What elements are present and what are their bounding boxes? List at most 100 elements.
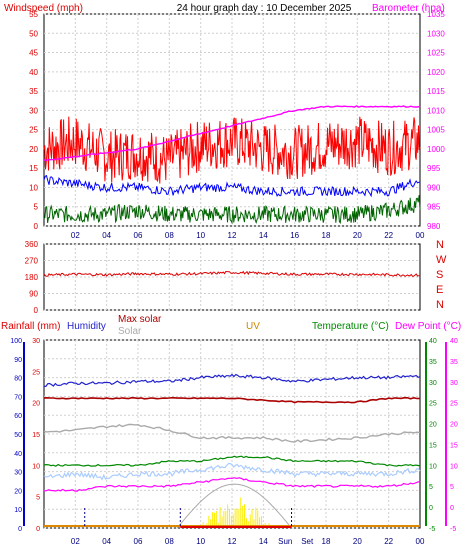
direction-tick-label: 0 (34, 306, 39, 315)
windspeed-tick-label: 10 (29, 183, 38, 192)
hour-label-top: 02 (71, 231, 80, 240)
barometer-line (43, 105, 421, 162)
hour-axis-bottom: 02 04 06 08 10 12 14 Sun Set 18 20 22 00 (71, 537, 425, 546)
compass-label: N (436, 239, 444, 251)
hour-label-bottom: 14 (259, 537, 268, 546)
direction-tick-label: 360 (25, 240, 39, 249)
barometer-tick-label: 990 (427, 183, 441, 192)
temperature-tick-label: 20 (429, 422, 437, 429)
windspeed-tick-label: 45 (29, 49, 38, 58)
direction-series-group (43, 270, 421, 277)
windspeed-tick-label: 25 (29, 126, 38, 135)
windspeed-axis-ticks: 0 5 10 15 20 25 30 35 40 45 50 55 (29, 10, 38, 231)
hour-label-bottom: 18 (322, 537, 331, 546)
hour-label-bottom: 06 (134, 537, 143, 546)
windspeed-tick-label: 15 (29, 164, 38, 173)
windspeed-tick-label: 35 (29, 87, 38, 96)
dewpoint-tick-label: 0 (450, 505, 454, 512)
dewpoint-tick-label: 30 (450, 380, 458, 387)
direction-tick-label: 270 (25, 257, 39, 266)
dewpoint-tick-label: 15 (450, 442, 458, 449)
direction-tick-label: 180 (25, 273, 39, 282)
hour-label-top: 06 (134, 231, 143, 240)
max-solar-line (43, 396, 421, 404)
humidity-tick-label: 10 (14, 507, 22, 514)
weather-grid (44, 339, 420, 529)
barometer-tick-label: 995 (427, 164, 441, 173)
temperature-axis-ticks: -5 0 5 10 15 20 25 30 35 40 (429, 338, 437, 533)
hour-label-bottom: 00 (416, 537, 425, 546)
direction-grid (44, 243, 420, 311)
legend-uv: UV (246, 321, 260, 332)
hour-label-bottom: 08 (165, 537, 174, 546)
barometer-tick-label: 980 (427, 222, 441, 231)
windspeed-tick-label: 0 (34, 222, 39, 231)
temperature-tick-label: 40 (429, 338, 437, 345)
barometer-tick-label: 1000 (427, 145, 445, 154)
windspeed-title: Windspeed (mph) (4, 3, 83, 14)
humidity-line (43, 373, 421, 388)
windspeed-tick-label: 40 (29, 68, 38, 77)
legend-temperature: Temperature (°C) (312, 321, 389, 332)
dewpoint-tick-label: 20 (450, 422, 458, 429)
humidity-axis-ticks: 0 10 20 30 40 50 60 70 80 90 100 (10, 338, 22, 533)
rain-axis-ticks: 0 5 10 15 20 25 30 (32, 338, 40, 533)
dewpoint-tick-label: 10 (450, 463, 458, 470)
wind-direction-line (43, 270, 421, 277)
humidity-tick-label: 70 (14, 394, 22, 401)
barometer-axis-ticks: 980 985 990 995 1000 1005 1010 1015 1020 1025 1030… (427, 10, 445, 231)
direction-tick-label: 90 (29, 290, 38, 299)
temperature-tick-label: 10 (429, 463, 437, 470)
legend-dew-point: Dew Point (°C) (395, 321, 461, 332)
windspeed-tick-label: 50 (29, 29, 38, 38)
direction-axis-ticks: 0 90 180 270 360 (25, 240, 39, 315)
temperature-tick-label: 15 (429, 442, 437, 449)
rain-tick-label: 0 (36, 526, 40, 533)
weather-series-group (43, 373, 421, 529)
dew-point-line (43, 477, 421, 492)
temperature-tick-label: -5 (429, 526, 435, 533)
humidity-tick-label: 50 (14, 432, 22, 439)
hour-label-bottom: 10 (196, 537, 205, 546)
hour-axis-top: 02 04 06 08 10 12 14 16 18 20 22 00 (71, 231, 425, 240)
temperature-tick-label: 5 (429, 484, 433, 491)
hour-label-top: 18 (322, 231, 331, 240)
hour-label-top: 20 (353, 231, 362, 240)
humidity-tick-label: 60 (14, 413, 22, 420)
hour-label-bottom: 22 (384, 537, 393, 546)
compass-label: E (436, 284, 443, 296)
wind-low-line (43, 195, 421, 225)
temperature-tick-label: 35 (429, 359, 437, 366)
barometer-tick-label: 1035 (427, 10, 445, 19)
hour-label-bottom: Sun (278, 537, 292, 546)
compass-label: W (436, 254, 447, 266)
dewpoint-axis-ticks: -5 0 5 10 15 20 25 30 35 40 (450, 338, 458, 533)
hour-label-bottom: 02 (71, 537, 80, 546)
solar-line (43, 423, 421, 443)
rain-tick-label: 30 (32, 338, 40, 345)
hour-label-bottom: 12 (228, 537, 237, 546)
hour-label-top: 22 (384, 231, 393, 240)
humidity-tick-label: 90 (14, 357, 22, 364)
rain-tick-label: 25 (32, 369, 40, 376)
rain-tick-label: 15 (32, 432, 40, 439)
windspeed-tick-label: 5 (34, 203, 39, 212)
hour-label-top: 16 (290, 231, 299, 240)
barometer-tick-label: 1015 (427, 87, 445, 96)
legend-max-solar: Max solar (118, 314, 162, 325)
hour-label-top: 08 (165, 231, 174, 240)
barometer-tick-label: 1025 (427, 49, 445, 58)
dewpoint-tick-label: 5 (450, 484, 454, 491)
hour-label-top: 12 (228, 231, 237, 240)
humidity-tick-label: 20 (14, 488, 22, 495)
barometer-title: Barometer (hpa) (372, 3, 445, 14)
hour-label-bottom: Set (301, 537, 314, 546)
hour-label-top: 10 (196, 231, 205, 240)
legend-solar: Solar (118, 326, 142, 337)
dewpoint-tick-label: 35 (450, 359, 458, 366)
temperature-tick-label: 25 (429, 401, 437, 408)
rain-tick-label: 10 (32, 463, 40, 470)
